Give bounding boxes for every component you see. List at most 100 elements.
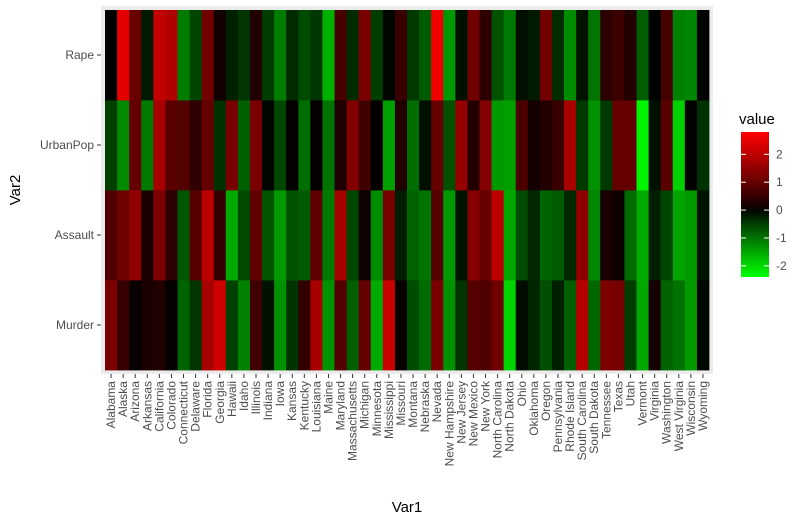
cell-arkansas-assault [141,190,154,281]
y-tick-label-rape: Rape [65,48,94,62]
cell-georgia-urbanpop [213,100,227,191]
cell-iowa-urbanpop [274,100,287,191]
cell-new-york-assault [479,190,492,281]
x-tick-label-massachusetts: Massachusetts [346,381,360,461]
cell-utah-murder [624,280,637,371]
legend-label-minus2: -2 [776,259,787,273]
cell-montana-murder [407,280,420,371]
legend-colorbar [741,132,769,277]
cell-connecticut-urbanpop [177,100,190,191]
cell-alabama-murder [105,280,118,371]
cell-new-hampshire-urbanpop [443,100,456,191]
cell-hawaii-assault [225,190,239,281]
cell-south-carolina-murder [576,280,589,371]
cell-south-carolina-assault [576,190,589,281]
x-tick-label-iowa: Iowa [273,381,287,407]
cell-missouri-assault [394,190,408,281]
cell-virginia-urbanpop [648,100,662,191]
cell-new-york-murder [479,280,492,371]
x-tick-label-new-mexico: New Mexico [466,381,480,447]
cell-west-virginia-rape [672,10,686,101]
cell-vermont-assault [636,190,649,281]
x-tick-label-colorado: Colorado [164,381,178,430]
x-tick-label-new-york: New York [479,380,493,432]
cell-tennessee-murder [600,280,613,371]
legend-title: value [739,111,775,128]
cell-arizona-urbanpop [129,100,142,191]
cell-south-carolina-rape [576,10,589,101]
cell-vermont-rape [636,10,649,101]
cell-mississippi-assault [382,190,396,281]
cell-north-dakota-murder [503,280,517,371]
x-tick-label-nebraska: Nebraska [418,381,432,433]
cell-kentucky-murder [298,280,311,371]
cell-colorado-murder [165,280,178,371]
cell-utah-urbanpop [624,100,637,191]
cell-oregon-assault [539,190,553,281]
x-tick-label-texas: Texas [611,381,625,412]
cell-mississippi-rape [382,10,396,101]
x-tick-label-delaware: Delaware [189,381,203,432]
cell-kentucky-rape [298,10,311,101]
cell-idaho-rape [237,10,251,101]
cell-ohio-murder [515,280,529,371]
cell-washington-urbanpop [660,100,674,191]
cell-new-jersey-rape [455,10,468,101]
cell-washington-assault [660,190,674,281]
cell-louisiana-rape [310,10,323,101]
cell-new-mexico-murder [467,280,480,371]
cell-oregon-urbanpop [539,100,553,191]
cell-maine-murder [322,280,335,371]
cell-iowa-rape [274,10,287,101]
cell-rhode-island-murder [564,280,577,371]
cell-nevada-urbanpop [431,100,444,191]
x-tick-label-nevada: Nevada [430,381,444,423]
cell-nevada-murder [431,280,444,371]
cell-texas-urbanpop [612,100,625,191]
cell-arizona-murder [129,280,142,371]
cell-michigan-assault [358,190,372,281]
x-tick-label-hawaii: Hawaii [225,381,239,417]
cell-idaho-urbanpop [237,100,251,191]
x-tick-label-new-jersey: New Jersey [454,381,468,444]
cell-pennsylvania-assault [551,190,565,281]
cell-connecticut-rape [177,10,190,101]
x-tick-label-georgia: Georgia [213,381,227,424]
cell-pennsylvania-murder [551,280,565,371]
cell-wyoming-urbanpop [696,100,710,191]
legend-label-0: 0 [776,203,783,217]
cell-minnesota-murder [370,280,384,371]
cell-hawaii-murder [225,280,239,371]
cell-hawaii-urbanpop [225,100,239,191]
x-tick-label-arkansas: Arkansas [140,381,154,431]
cell-new-york-urbanpop [479,100,492,191]
x-tick-label-mississippi: Mississippi [382,381,396,439]
cell-kansas-rape [286,10,299,101]
cell-hawaii-rape [225,10,239,101]
cell-ohio-assault [515,190,529,281]
cell-north-carolina-murder [491,280,505,371]
x-tick-label-missouri: Missouri [394,381,408,426]
cell-illinois-assault [249,190,263,281]
cell-delaware-rape [189,10,203,101]
cell-virginia-murder [648,280,662,371]
cell-alaska-urbanpop [117,100,130,191]
cell-kansas-murder [286,280,299,371]
x-tick-label-rhode-island: Rhode Island [563,381,577,452]
x-axis: AlabamaAlaskaArizonaArkansasCaliforniaCo… [104,374,710,466]
cell-wyoming-rape [696,10,710,101]
cell-idaho-assault [237,190,251,281]
cell-massachusetts-urbanpop [346,100,360,191]
y-tick-label-assault: Assault [55,228,95,242]
x-axis-title: Var1 [392,499,423,516]
cell-california-rape [153,10,166,101]
cell-south-dakota-rape [588,10,601,101]
cell-massachusetts-assault [346,190,360,281]
x-tick-label-pennsylvania: Pennsylvania [551,381,565,453]
y-axis-title: Var2 [7,175,24,206]
cell-louisiana-murder [310,280,323,371]
cell-indiana-assault [262,190,275,281]
cell-maine-assault [322,190,335,281]
cell-indiana-murder [262,280,275,371]
cell-connecticut-assault [177,190,190,281]
